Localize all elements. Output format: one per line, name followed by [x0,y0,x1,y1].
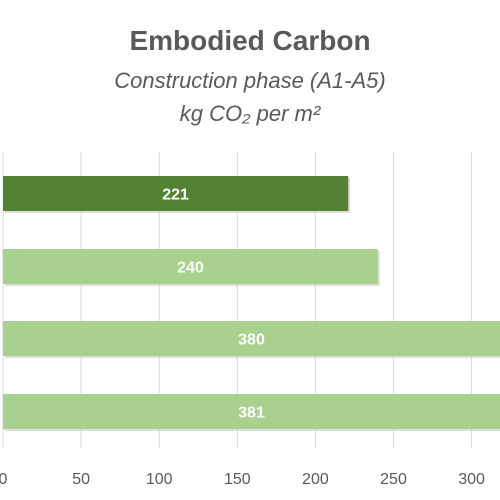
x-tick-label-0: 0 [0,471,8,488]
x-axis-ticks: 0 50 100 150 200 250 300 [0,471,485,488]
bars [3,176,500,431]
bar-0 [3,176,349,211]
chart-subtitle-line-2: kg CO₂ per m² [180,101,321,126]
bar-1 [3,249,378,284]
x-tick-label-5: 250 [380,471,407,488]
chart-title: Embodied Carbon [129,25,370,56]
x-tick-label-2: 100 [146,471,173,488]
bar-label-3: 381 [238,405,265,422]
x-tick-label-1: 50 [72,471,90,488]
x-tick-label-4: 200 [302,471,329,488]
bar-label-0: 221 [162,187,189,204]
bar-label-2: 380 [238,332,265,349]
data-labels: 221 240 380 381 [162,187,265,422]
bar-label-1: 240 [177,260,204,277]
bar-3 [3,394,500,429]
bar-2 [3,321,500,356]
chart-subtitle-line-1: Construction phase (A1-A5) [114,68,385,93]
x-tick-label-3: 150 [224,471,251,488]
x-tick-label-6: 300 [458,471,485,488]
